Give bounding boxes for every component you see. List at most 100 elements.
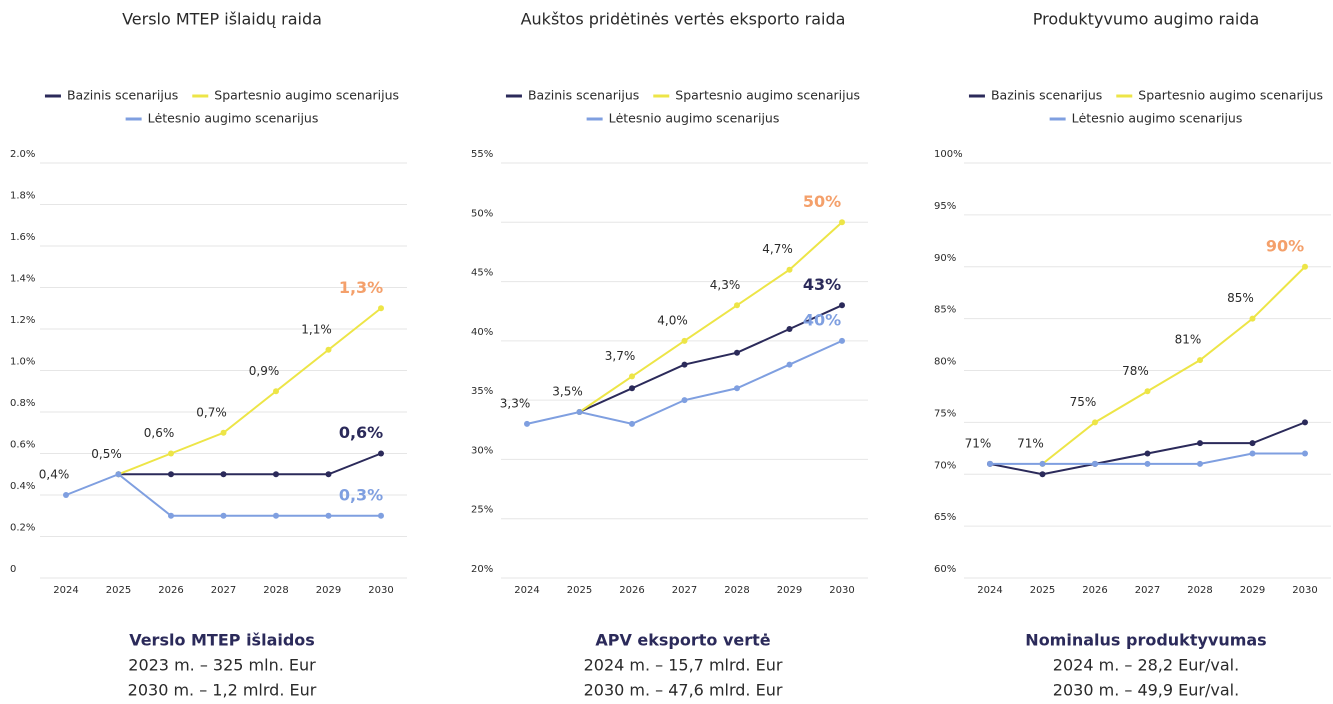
data-point [839,337,845,344]
y-tick-label: 50% [471,208,493,219]
y-tick-label: 55% [471,149,493,160]
x-tick-label: 2030 [368,585,393,596]
legend-label: Spartesnio augimo scenarijus [675,88,860,103]
x-tick-label: 2030 [829,585,854,596]
data-point [378,305,384,312]
value-label: 78% [1122,364,1149,378]
chart-title: Verslo MTEP išlaidų raida [122,10,322,29]
value-label: 3,7% [605,349,636,363]
y-tick-label: 35% [471,386,493,397]
data-point [325,512,332,519]
y-tick-label: 0 [10,564,16,575]
x-tick-label: 2024 [53,585,78,596]
series-line [118,452,382,476]
data-point [629,420,635,427]
x-tick-label: 2028 [263,585,288,596]
value-label: 4,3% [710,278,741,292]
legend-label: Bazinis scenarijus [528,88,639,103]
data-point [273,388,279,395]
legend-label: Lėtesnio augimo scenarijus [1072,111,1243,126]
footer-title: Nominalus produktyvumas [1025,631,1266,650]
data-point [378,450,384,457]
y-tick-label: 30% [471,445,493,456]
series-line [579,304,843,413]
value-label: 75% [1070,395,1097,409]
data-point [1249,440,1256,447]
data-point [168,512,174,519]
legend-label: Spartesnio augimo scenarijus [1138,88,1323,103]
value-label: 0,5% [91,447,122,461]
x-tick-label: 2027 [1135,585,1160,596]
end-value-label: 90% [1266,236,1304,255]
y-tick-label: 60% [934,564,956,575]
data-point [1197,357,1203,364]
data-point [325,471,332,478]
x-tick-label: 2030 [1292,585,1317,596]
y-tick-label: 25% [471,505,493,516]
end-value-label: 0,6% [339,423,383,442]
y-tick-label: 0.6% [10,440,35,451]
legend-row: Bazinis scenarijus Spartesnio augimo scen… [505,88,860,103]
legend-label: Lėtesnio augimo scenarijus [609,111,780,126]
legend-row: Lėtesnio augimo scenarijus [125,111,318,126]
chart-panel: Verslo MTEP išlaidų raida Bazinis scenari… [10,10,407,700]
x-tick-label: 2025 [1030,585,1055,596]
data-point [734,385,740,392]
data-point [987,460,993,467]
data-point [378,512,384,519]
x-tick-label: 2028 [724,585,749,596]
data-point [1249,315,1256,322]
data-point [115,471,122,478]
y-tick-label: 0.2% [10,523,35,534]
y-tick-label: 90% [934,253,956,264]
value-label: 0,7% [196,405,227,419]
y-tick-label: 40% [471,327,493,338]
data-point [1144,450,1151,457]
footer-line: 2024 m. – 28,2 Eur/val. [1053,656,1239,675]
value-label: 0,4% [39,468,70,482]
y-tick-label: 100% [934,149,963,160]
data-point [1197,440,1203,447]
legend-row: Bazinis scenarijus Spartesnio augimo scen… [44,88,399,103]
data-point [1092,460,1098,467]
value-label: 0,6% [144,426,175,440]
data-point [220,471,227,478]
x-tick-label: 2024 [514,585,539,596]
legend-label: Bazinis scenarijus [67,88,178,103]
data-point [629,373,635,380]
data-point [1302,450,1308,457]
series-line [1041,266,1306,465]
value-label: 1,1% [301,322,332,336]
data-point [1039,460,1046,467]
x-tick-label: 2029 [777,585,802,596]
y-tick-label: 80% [934,357,956,368]
legend-row: Lėtesnio augimo scenarijus [586,111,780,126]
data-point [734,302,740,309]
value-label: 85% [1227,291,1254,305]
value-label: 71% [965,436,992,450]
x-tick-label: 2025 [106,585,131,596]
data-point [220,512,227,519]
value-label: 4,7% [762,242,793,256]
y-tick-label: 95% [934,201,956,212]
x-tick-label: 2026 [158,585,183,596]
data-point [273,471,279,478]
y-tick-label: 1.2% [10,315,35,326]
data-point [1092,419,1098,426]
data-point [576,409,583,415]
footer-title: APV eksporto vertė [595,631,770,650]
series-line [526,339,843,425]
data-point [1302,419,1308,426]
value-label: 3,3% [500,396,531,410]
y-tick-label: 0.8% [10,398,35,409]
x-tick-label: 2024 [977,585,1002,596]
data-point [1249,450,1256,457]
y-tick-label: 0.4% [10,481,35,492]
data-point [681,397,688,404]
y-tick-label: 75% [934,408,956,419]
legend-row: Lėtesnio augimo scenarijus [1049,111,1243,126]
y-tick-label: 1.4% [10,274,35,285]
value-label: 4,0% [657,313,688,327]
x-tick-label: 2028 [1187,585,1212,596]
